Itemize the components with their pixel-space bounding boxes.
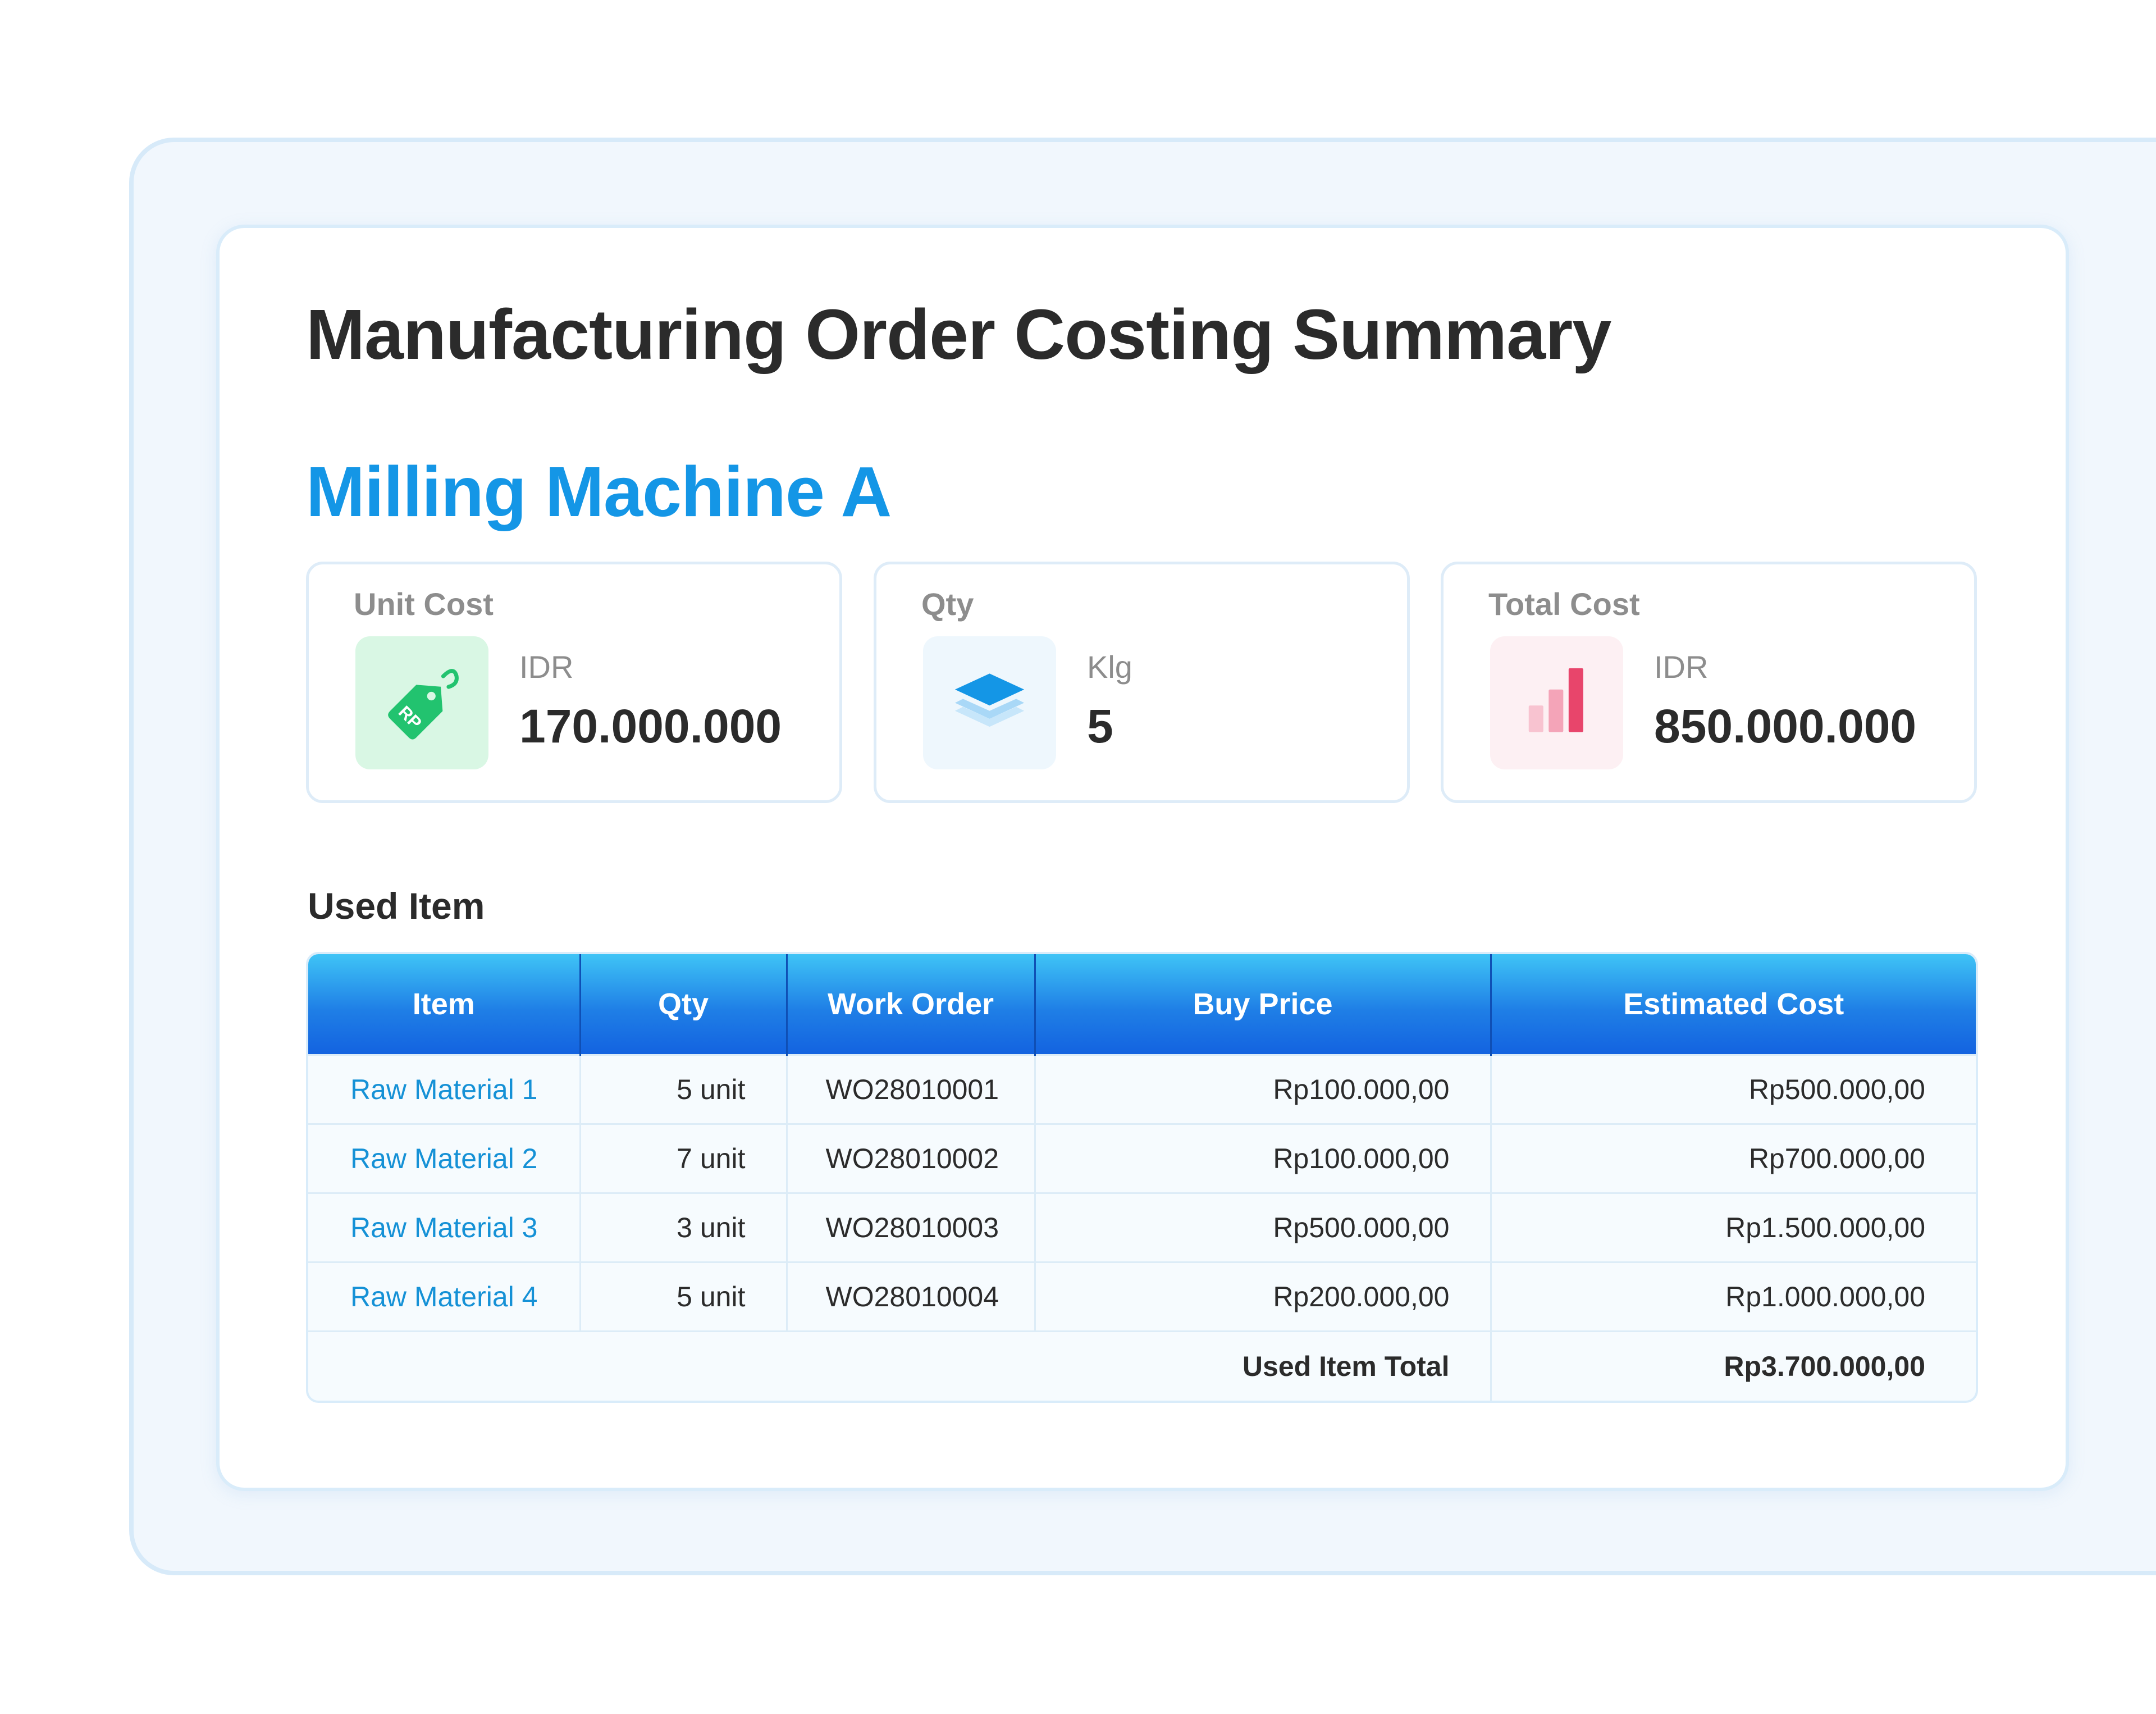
stat-label: Qty [921, 586, 974, 622]
item-link[interactable]: Raw Material 1 [308, 1054, 581, 1124]
table-row: Raw Material 4 5 unit WO28010004 Rp200.0… [308, 1261, 1976, 1332]
work-order-cell: WO28010002 [787, 1123, 1036, 1193]
column-header-buy-price[interactable]: Buy Price [1035, 954, 1492, 1055]
buy-price-cell: Rp500.000,00 [1035, 1192, 1492, 1262]
item-link[interactable]: Raw Material 3 [308, 1192, 581, 1262]
stat-value: 170.000.000 [519, 700, 782, 753]
stat-unit: IDR [1654, 649, 1709, 685]
stat-value: 850.000.000 [1654, 700, 1917, 753]
table-row: Raw Material 1 5 unit WO28010001 Rp100.0… [308, 1054, 1976, 1124]
item-link[interactable]: Raw Material 2 [308, 1123, 581, 1193]
price-tag-icon: RP [355, 636, 488, 769]
work-order-cell: WO28010001 [787, 1054, 1036, 1124]
estimated-cost-cell: Rp1.000.000,00 [1491, 1261, 1976, 1332]
estimated-cost-cell: Rp700.000,00 [1491, 1123, 1976, 1193]
stat-card-total-cost: Total Cost IDR 850.000.000 [1441, 562, 1977, 803]
total-row: Used Item Total Rp3.700.000,00 [308, 1330, 1976, 1401]
column-header-qty[interactable]: Qty [580, 954, 788, 1055]
layers-icon [923, 636, 1056, 769]
item-link[interactable]: Raw Material 4 [308, 1261, 581, 1332]
total-label: Used Item Total [308, 1330, 1492, 1401]
buy-price-cell: Rp200.000,00 [1035, 1261, 1492, 1332]
used-item-table: Item Qty Work Order Buy Price Estimated … [306, 952, 1978, 1403]
buy-price-cell: Rp100.000,00 [1035, 1054, 1492, 1124]
qty-cell: 7 unit [580, 1123, 788, 1193]
buy-price-cell: Rp100.000,00 [1035, 1123, 1492, 1193]
stat-unit: IDR [519, 649, 574, 685]
work-order-cell: WO28010004 [787, 1261, 1036, 1332]
column-header-item[interactable]: Item [308, 954, 581, 1055]
qty-cell: 3 unit [580, 1192, 788, 1262]
table-header-row: Item Qty Work Order Buy Price Estimated … [308, 954, 1976, 1055]
stat-unit: Klg [1087, 649, 1132, 685]
total-value: Rp3.700.000,00 [1491, 1330, 1976, 1401]
stat-card-qty: Qty Klg 5 [874, 562, 1410, 803]
estimated-cost-cell: Rp1.500.000,00 [1491, 1192, 1976, 1262]
stat-label: Unit Cost [354, 586, 494, 622]
stat-label: Total Cost [1488, 586, 1640, 622]
section-title-used-item: Used Item [308, 885, 485, 927]
column-header-estimated-cost[interactable]: Estimated Cost [1623, 987, 1844, 1021]
column-header-work-order[interactable]: Work Order [787, 954, 1036, 1055]
page-title: Manufacturing Order Costing Summary [306, 295, 1611, 374]
stat-value: 5 [1087, 700, 1113, 753]
machine-name: Milling Machine A [306, 452, 892, 531]
table-row: Raw Material 3 3 unit WO28010003 Rp500.0… [308, 1192, 1976, 1262]
bar-chart-icon [1490, 636, 1623, 769]
estimated-cost-cell: Rp500.000,00 [1491, 1054, 1976, 1124]
qty-cell: 5 unit [580, 1261, 788, 1332]
table-row: Raw Material 2 7 unit WO28010002 Rp100.0… [308, 1123, 1976, 1193]
qty-cell: 5 unit [580, 1054, 788, 1124]
stat-card-unit-cost: Unit Cost RP IDR 170.000.000 [306, 562, 842, 803]
work-order-cell: WO28010003 [787, 1192, 1036, 1262]
